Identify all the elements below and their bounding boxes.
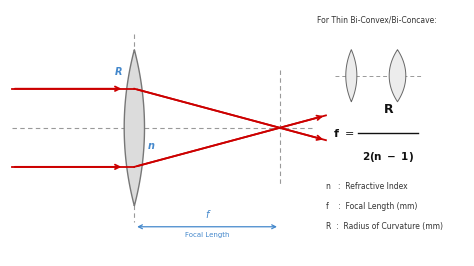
Text: n: n [147, 141, 154, 151]
Polygon shape [124, 50, 145, 206]
Text: f: f [205, 210, 209, 220]
Text: For Thin Bi-Convex/Bi-Concave:: For Thin Bi-Convex/Bi-Concave: [317, 16, 437, 25]
Text: f    :  Focal Length (mm): f : Focal Length (mm) [326, 202, 417, 211]
Text: $\mathbf{2(n\ -\ 1)}$: $\mathbf{2(n\ -\ 1)}$ [362, 150, 414, 164]
Polygon shape [389, 50, 406, 102]
Text: R  :  Radius of Curvature (mm): R : Radius of Curvature (mm) [326, 222, 443, 231]
Text: $\mathbf{f}$  =: $\mathbf{f}$ = [333, 127, 355, 139]
Text: $\mathbf{R}$: $\mathbf{R}$ [383, 103, 394, 116]
Text: n   :  Refractive Index: n : Refractive Index [326, 182, 408, 192]
Text: Focal Length: Focal Length [185, 232, 229, 238]
Text: R: R [114, 66, 122, 77]
Polygon shape [346, 50, 357, 102]
